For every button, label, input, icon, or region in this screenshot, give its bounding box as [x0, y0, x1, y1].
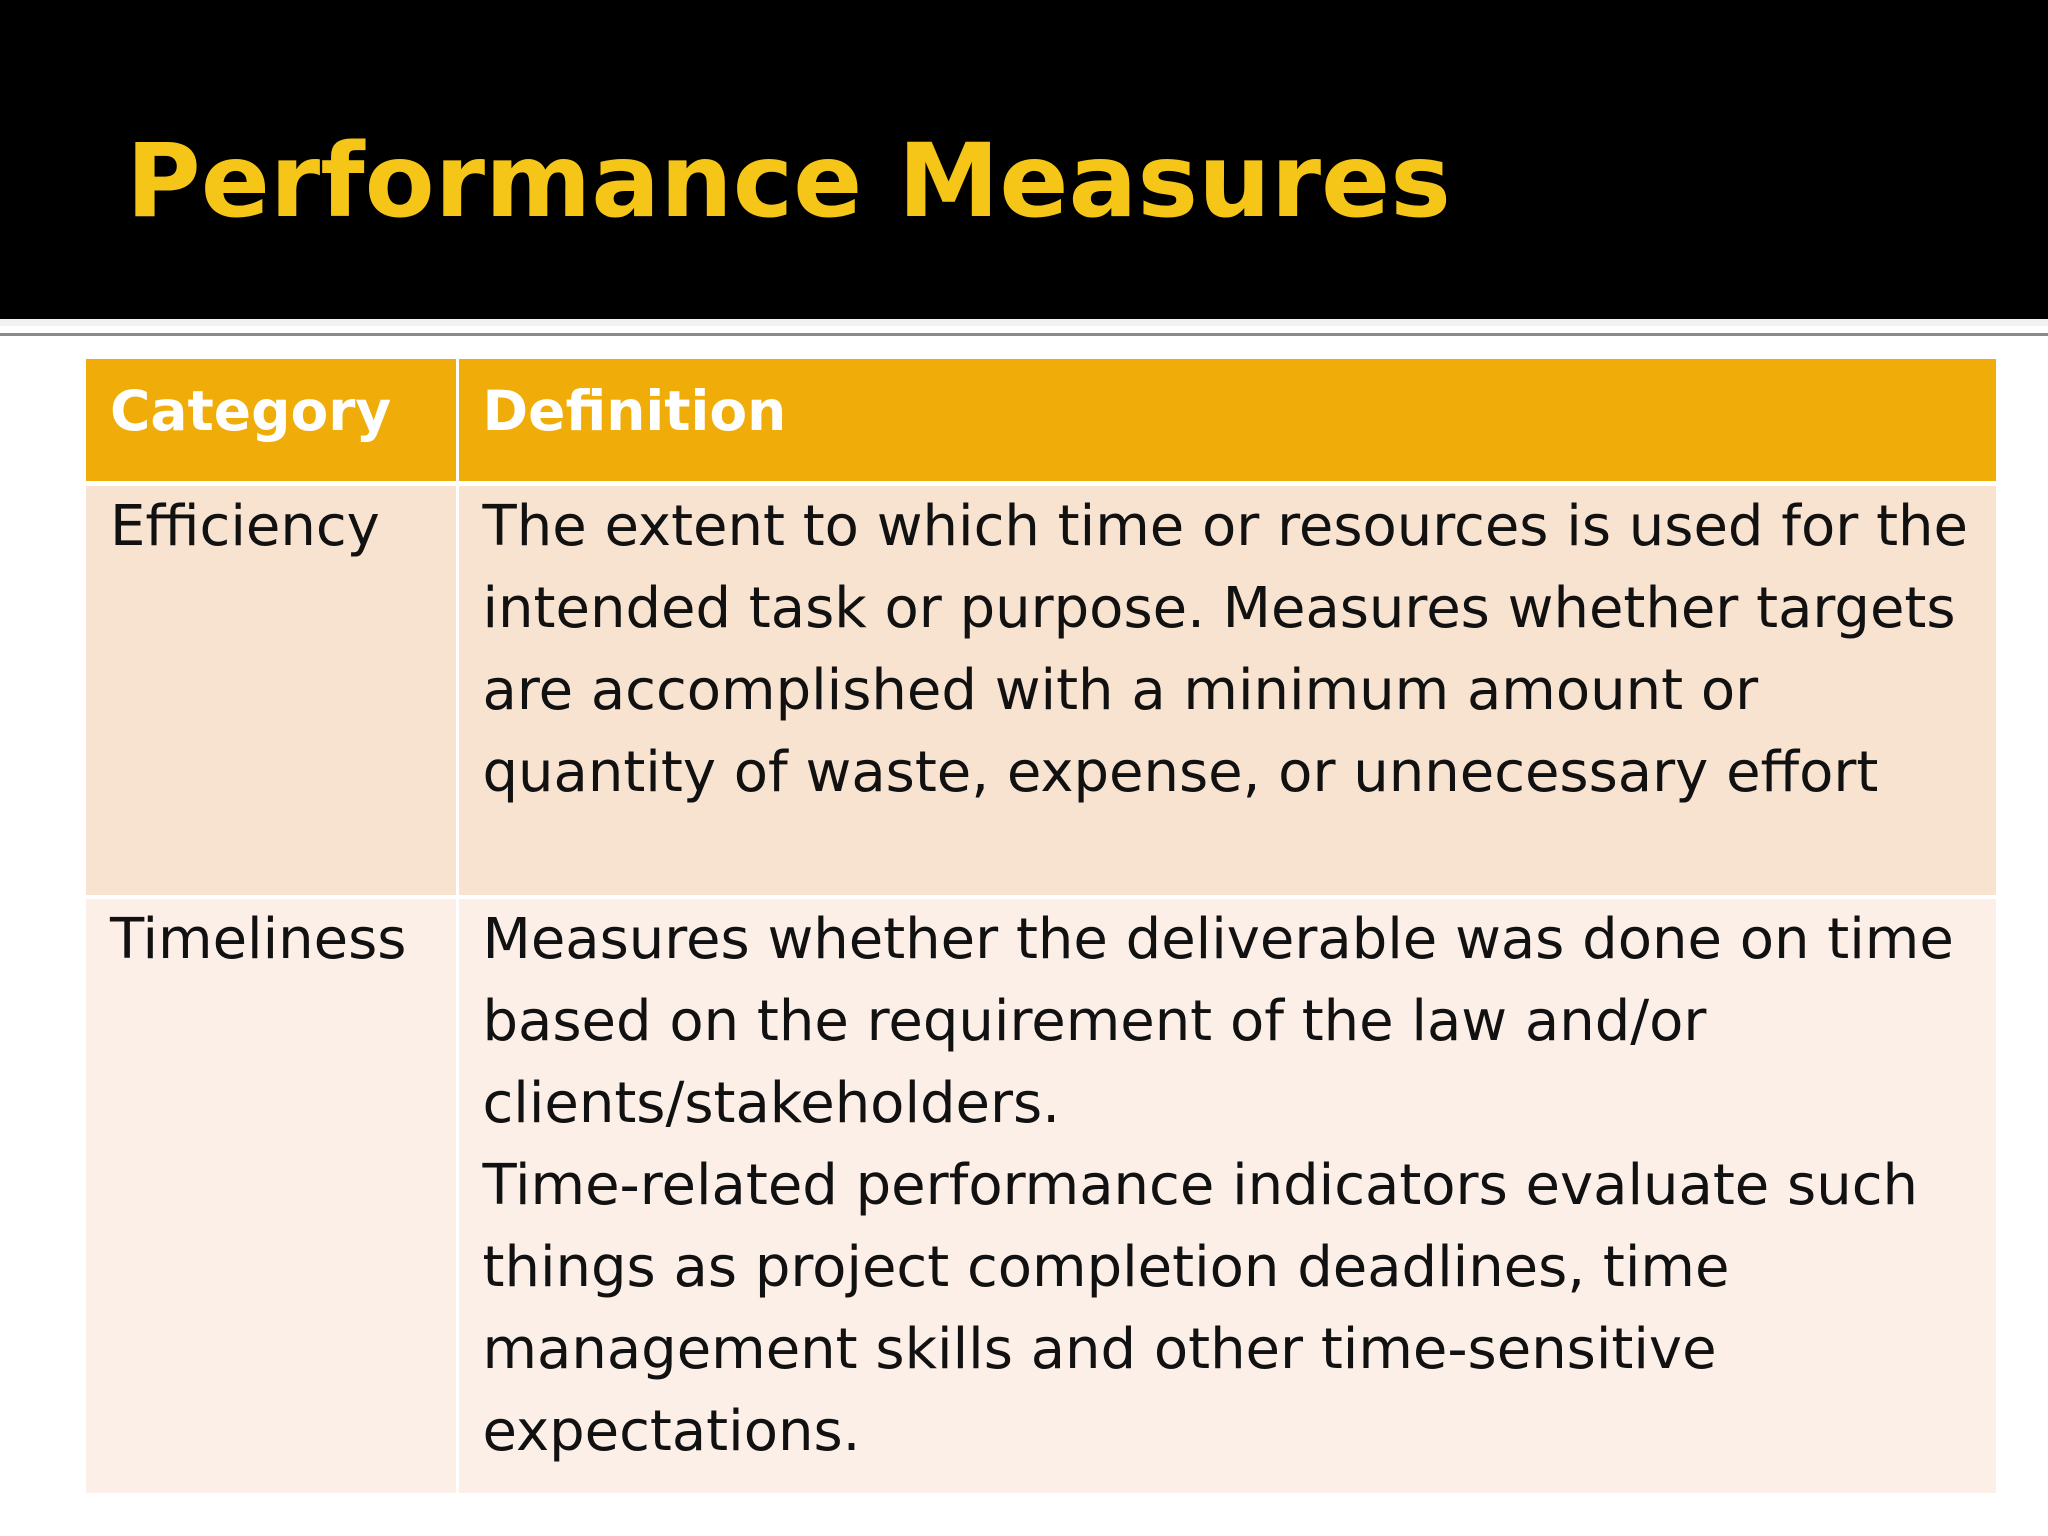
title-band: Performance Measures: [0, 0, 2048, 319]
table-row: Timeliness Measures whether the delivera…: [86, 895, 1996, 1493]
definition-line: management skills and other time-sensiti…: [482, 1317, 1717, 1382]
title-divider-thin: [0, 333, 2048, 336]
table-header-row: Category Definition: [86, 359, 1996, 483]
definition-line: Measures whether the deliverable was don…: [482, 907, 1954, 972]
definition-cell: The extent to which time or resources is…: [455, 480, 1996, 897]
slide-title: Performance Measures: [126, 122, 1451, 241]
definition-cell: Measures whether the deliverable was don…: [455, 895, 1996, 1493]
definition-line: clients/stakeholders.: [482, 1071, 1061, 1136]
category-cell: Efficiency: [86, 480, 457, 897]
definition-line: The extent to which time or resources is…: [482, 493, 1968, 559]
header-definition: Definition: [455, 359, 1996, 483]
definition-line: Time-related performance indicators eval…: [482, 1153, 1919, 1218]
definition-line: things as project completion deadlines, …: [482, 1235, 1730, 1300]
definition-line: quantity of waste, expense, or unnecessa…: [482, 739, 1879, 805]
category-cell: Timeliness: [86, 895, 457, 1493]
definition-line: expectations.: [482, 1399, 861, 1464]
measures-table: Category Definition Efficiency The exten…: [86, 359, 1996, 1493]
title-divider: [0, 319, 2048, 326]
definition-line: intended task or purpose. Measures wheth…: [482, 575, 1956, 641]
definition-line: are accomplished with a minimum amount o…: [482, 657, 1759, 723]
header-category: Category: [86, 359, 457, 483]
definition-line: based on the requirement of the law and/…: [482, 989, 1707, 1054]
table-row: Efficiency The extent to which time or r…: [86, 480, 1996, 897]
